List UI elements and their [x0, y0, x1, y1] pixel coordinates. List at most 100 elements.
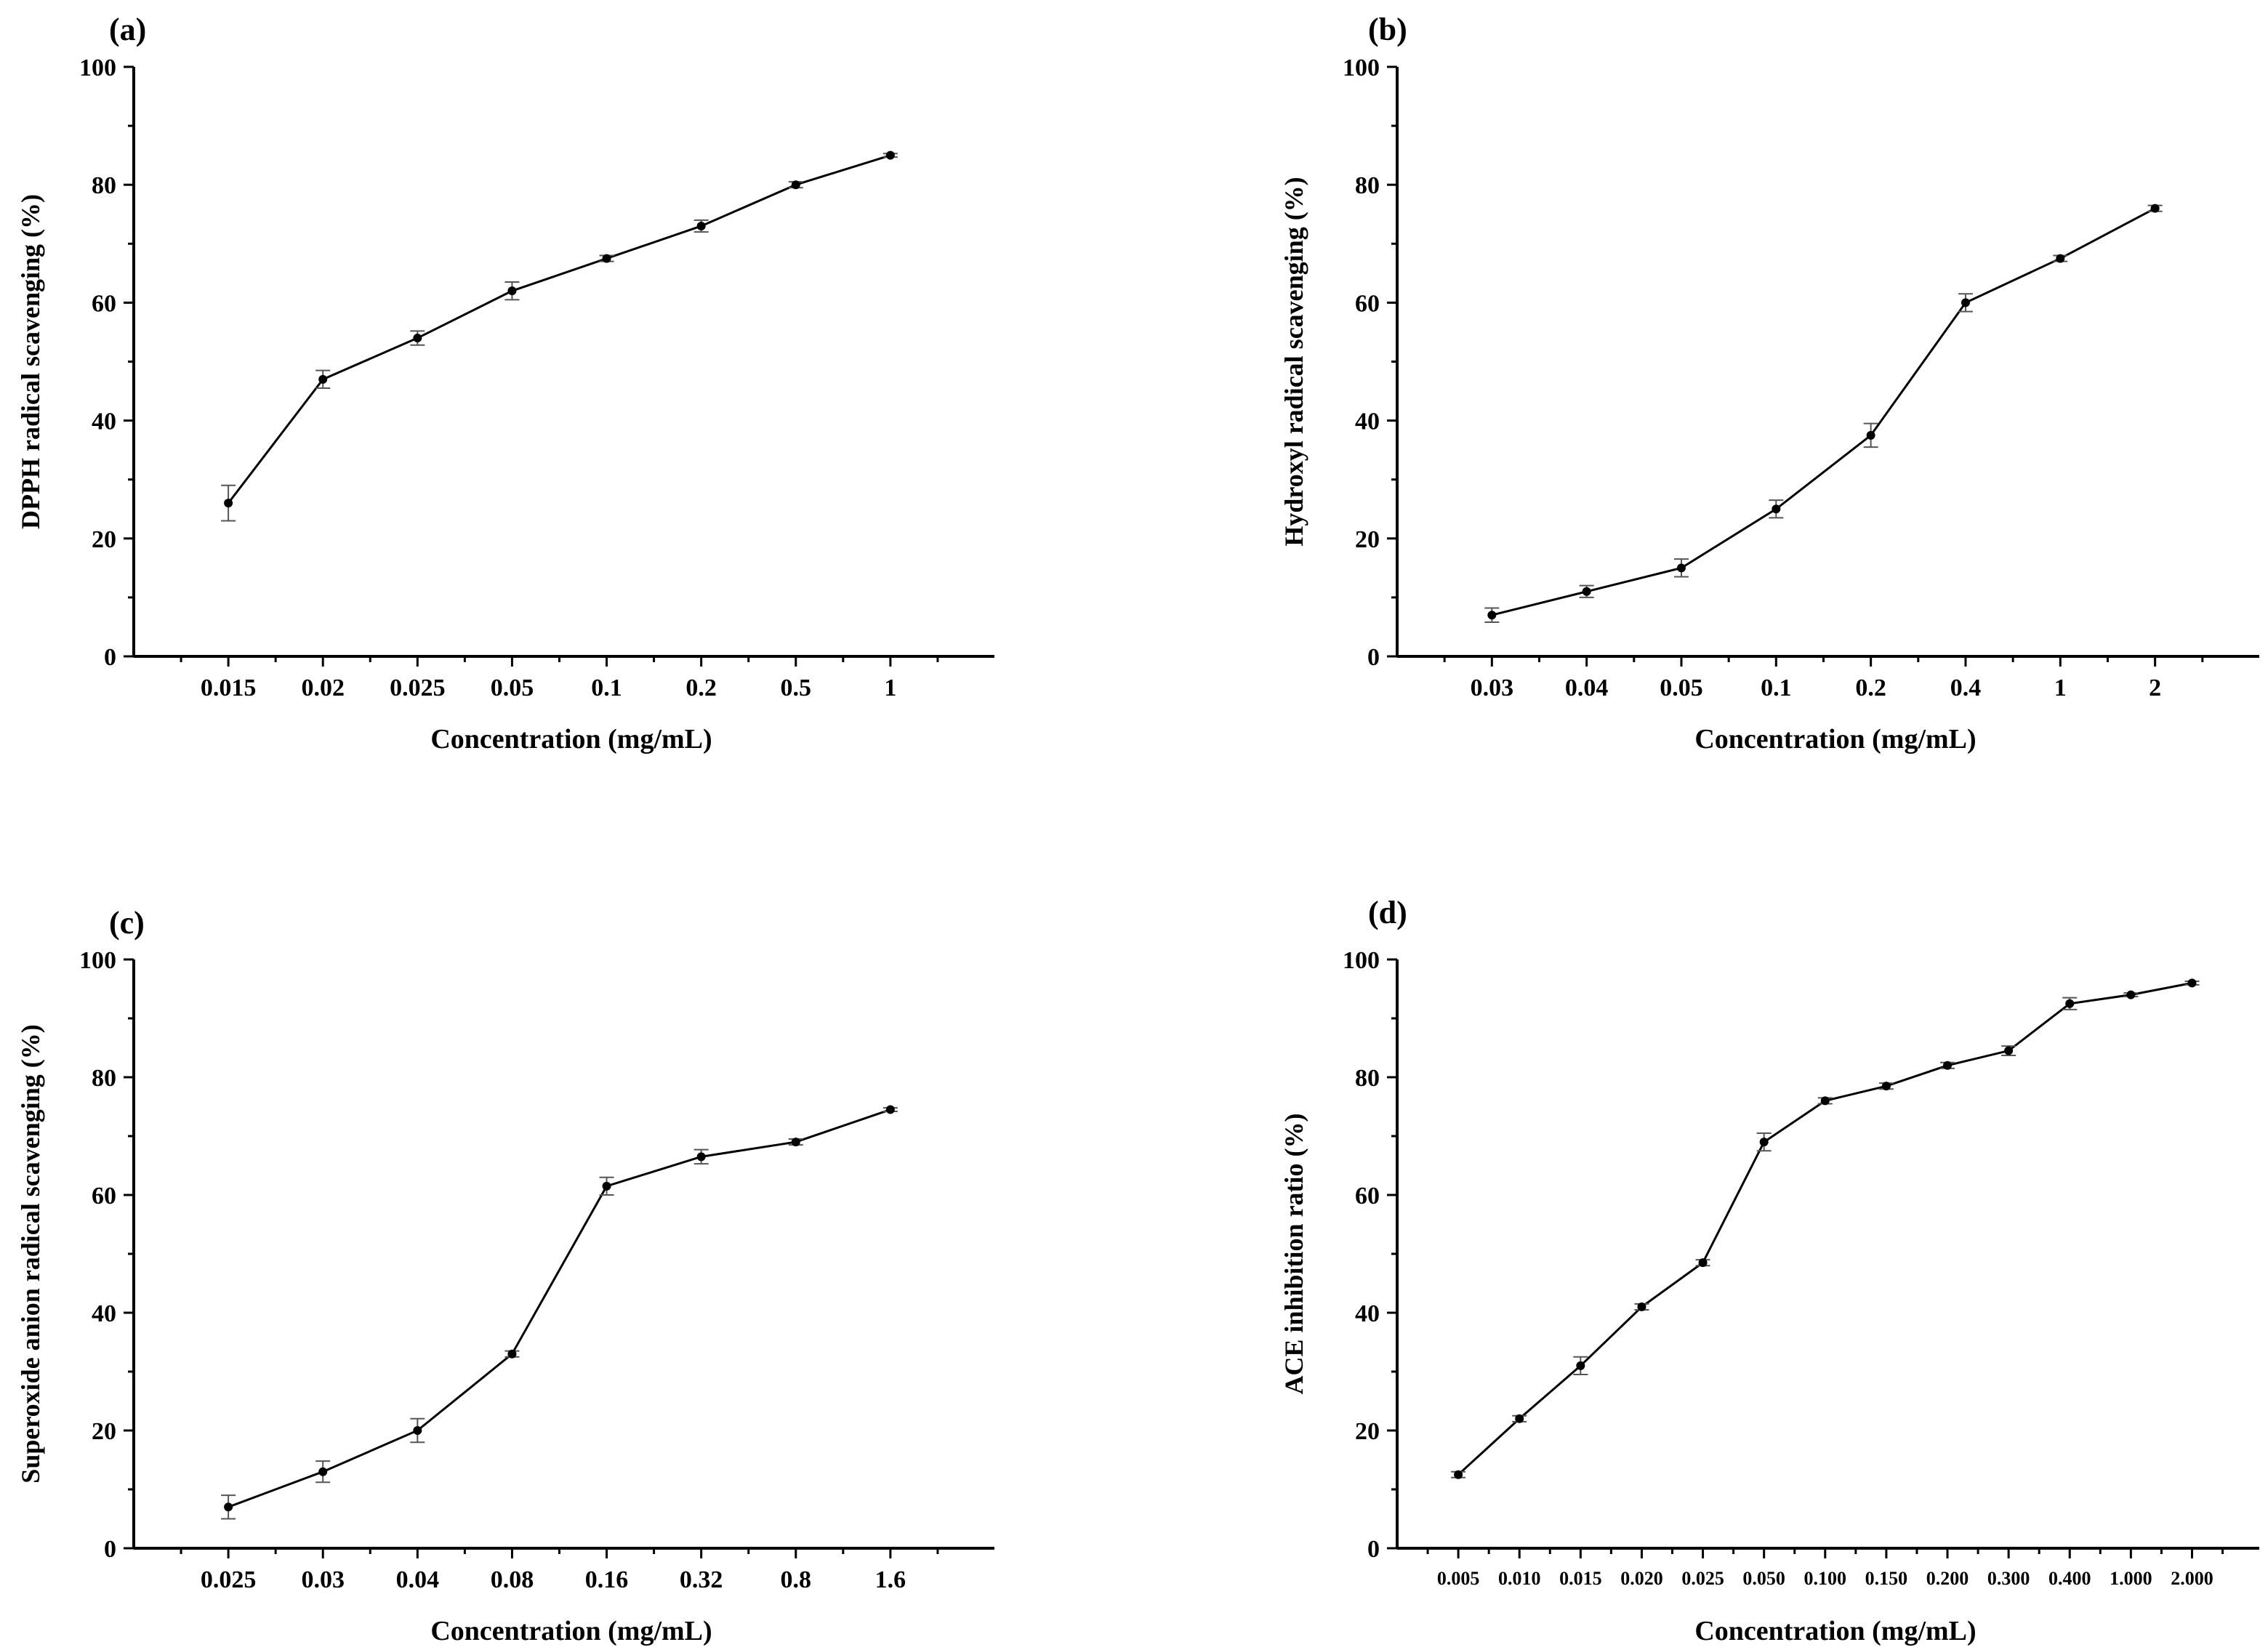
x-tick-label: 1: [2054, 675, 2067, 701]
y-tick-label: 20: [92, 526, 116, 553]
y-tick-label: 60: [1355, 1183, 1380, 1210]
data-point: [1772, 504, 1781, 514]
data-point: [791, 180, 800, 190]
data-point: [1582, 587, 1591, 596]
data-point: [1943, 1061, 1953, 1070]
x-tick-label: 0.04: [396, 1566, 440, 1593]
data-point: [2065, 999, 2075, 1008]
x-tick-label: 0.050: [1742, 1568, 1785, 1589]
x-tick-label: 0.025: [390, 675, 446, 701]
x-tick-label: 0.02: [301, 675, 345, 701]
y-axis-title: Hydroxyl radical scavenging (%): [1279, 177, 1308, 546]
data-point: [791, 1138, 800, 1147]
y-tick-label: 80: [92, 172, 116, 199]
x-tick-label: 0.010: [1498, 1568, 1541, 1589]
x-tick-label: 1: [884, 675, 896, 701]
y-tick-label: 20: [1355, 526, 1380, 553]
data-point: [507, 1349, 517, 1359]
data-point: [885, 150, 895, 160]
data-point: [2126, 990, 2136, 999]
data-point: [1515, 1414, 1524, 1423]
y-tick-label: 100: [79, 55, 116, 81]
x-tick-label: 0.2: [1855, 675, 1886, 701]
series-line: [1491, 207, 2156, 616]
series-line: [227, 154, 891, 504]
y-tick-label: 40: [1355, 409, 1380, 435]
x-tick-label: 0.020: [1620, 1568, 1663, 1589]
x-tick-label: 2.000: [2171, 1568, 2213, 1589]
data-point: [224, 1502, 233, 1512]
data-point: [696, 221, 706, 230]
panel-label: (b): [1368, 12, 1407, 47]
chart-panel-4: (d) 0 20 40 60 80 100 0.005 0.010 0.015 0.020 0.025…: [1279, 895, 2259, 1646]
x-tick-label: 0.03: [1471, 675, 1514, 701]
x-tick-label: 0.300: [1987, 1568, 2030, 1589]
x-tick-label: 0.8: [781, 1566, 812, 1593]
data-point: [2056, 254, 2065, 263]
y-tick-label: 60: [92, 1183, 116, 1210]
x-tick-label: 0.03: [301, 1566, 345, 1593]
x-tick-label: 0.1: [591, 675, 622, 701]
x-tick-label: 1.6: [875, 1566, 906, 1593]
data-point: [602, 1181, 611, 1191]
data-point: [1576, 1361, 1585, 1370]
x-tick-label: 0.05: [1660, 675, 1703, 701]
chart-panel-2: (b) 0 20 40 60 80 100 0.03 0.04 0.05 0.1 0.2 0.4 1 2 Co…: [1279, 12, 2259, 754]
series-line: [228, 1108, 891, 1508]
x-axis-title: Concentration (mg/mL): [430, 1616, 712, 1646]
y-tick-label: 100: [79, 947, 116, 974]
y-tick-label: 0: [104, 1536, 116, 1563]
data-point: [413, 1426, 422, 1435]
data-point: [224, 499, 233, 508]
chart-panel-3: (c) 0 20 40 60 80 100 0.025 0.03 0.04 0.08 0.16 0.32…: [16, 905, 994, 1646]
x-tick-label: 2: [2149, 675, 2161, 701]
y-axis-title: ACE inhibition ratio (%): [1279, 1113, 1308, 1394]
data-point: [1454, 1470, 1463, 1479]
data-point: [1759, 1138, 1769, 1147]
data-point: [602, 254, 611, 263]
y-tick-label: 60: [1355, 290, 1380, 317]
y-axis-title: DPPH radical scavenging (%): [16, 194, 45, 529]
x-tick-label: 0.04: [1565, 675, 1609, 701]
x-tick-label: 0.015: [201, 675, 257, 701]
y-tick-label: 80: [1355, 172, 1380, 199]
x-tick-label: 0.05: [491, 675, 534, 701]
data-point: [2004, 1046, 2014, 1055]
x-tick-label: 0.5: [781, 675, 812, 701]
y-tick-label: 80: [92, 1065, 116, 1092]
data-point: [1487, 611, 1497, 620]
x-tick-label: 0.100: [1804, 1568, 1847, 1589]
x-tick-label: 0.015: [1559, 1568, 1602, 1589]
x-tick-label: 0.32: [680, 1566, 723, 1593]
data-point: [1866, 430, 1875, 440]
x-tick-label: 0.2: [685, 675, 717, 701]
y-tick-label: 100: [1343, 947, 1380, 974]
y-tick-label: 40: [1355, 1300, 1380, 1327]
y-tick-label: 100: [1343, 55, 1380, 81]
data-point: [2187, 978, 2197, 988]
y-tick-label: 40: [92, 409, 116, 435]
data-point: [413, 334, 422, 343]
data-point: [1961, 298, 1970, 307]
x-tick-label: 0.005: [1437, 1568, 1480, 1589]
data-point: [1698, 1258, 1708, 1268]
x-tick-label: 0.08: [491, 1566, 534, 1593]
panel-label: (d): [1368, 895, 1407, 930]
y-tick-label: 20: [92, 1418, 116, 1445]
data-point: [696, 1152, 706, 1162]
chart-panel-1: (a) 0 20 40 60 80 100 0.015 0.02 0.025 0.05 0.1 0.2 0…: [16, 12, 994, 754]
x-tick-label: 0.4: [1950, 675, 1982, 701]
x-tick-label: 0.025: [201, 1566, 257, 1593]
y-tick-label: 40: [92, 1300, 116, 1327]
x-tick-label: 0.025: [1681, 1568, 1724, 1589]
data-point: [1881, 1082, 1891, 1091]
data-point: [318, 374, 328, 384]
x-axis-title: Concentration (mg/mL): [430, 724, 712, 754]
x-axis-title: Concentration (mg/mL): [1694, 724, 1976, 754]
data-point: [885, 1105, 895, 1114]
x-tick-label: 0.16: [585, 1566, 629, 1593]
panel-label: (a): [109, 12, 146, 47]
y-tick-label: 60: [92, 290, 116, 317]
panel-label: (c): [109, 905, 145, 941]
